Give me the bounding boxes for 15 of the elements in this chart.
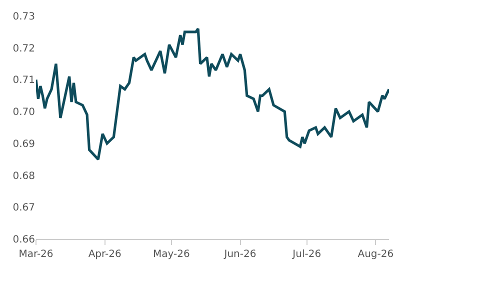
y-tick-label: 0.71 [12,75,35,86]
y-tick-label: 0.72 [12,43,35,54]
x-tick-label: May-26 [153,249,190,260]
y-tick-label: 0.68 [12,170,35,182]
y-tick-label: 0.73 [12,12,35,22]
x-tick-label: Jun-26 [223,249,256,260]
x-tick-label: Jul-26 [292,249,322,260]
y-tick-label: 0.67 [12,202,35,214]
y-tick-label: 0.66 [12,234,35,246]
x-tick-label: Apr-26 [88,249,122,260]
x-tick-label: Mar-26 [18,249,54,260]
y-tick-label: 0.70 [12,107,35,118]
y-tick-label: 0.69 [12,138,35,150]
line-series [36,27,389,161]
x-tick-label: Aug-26 [358,249,394,260]
